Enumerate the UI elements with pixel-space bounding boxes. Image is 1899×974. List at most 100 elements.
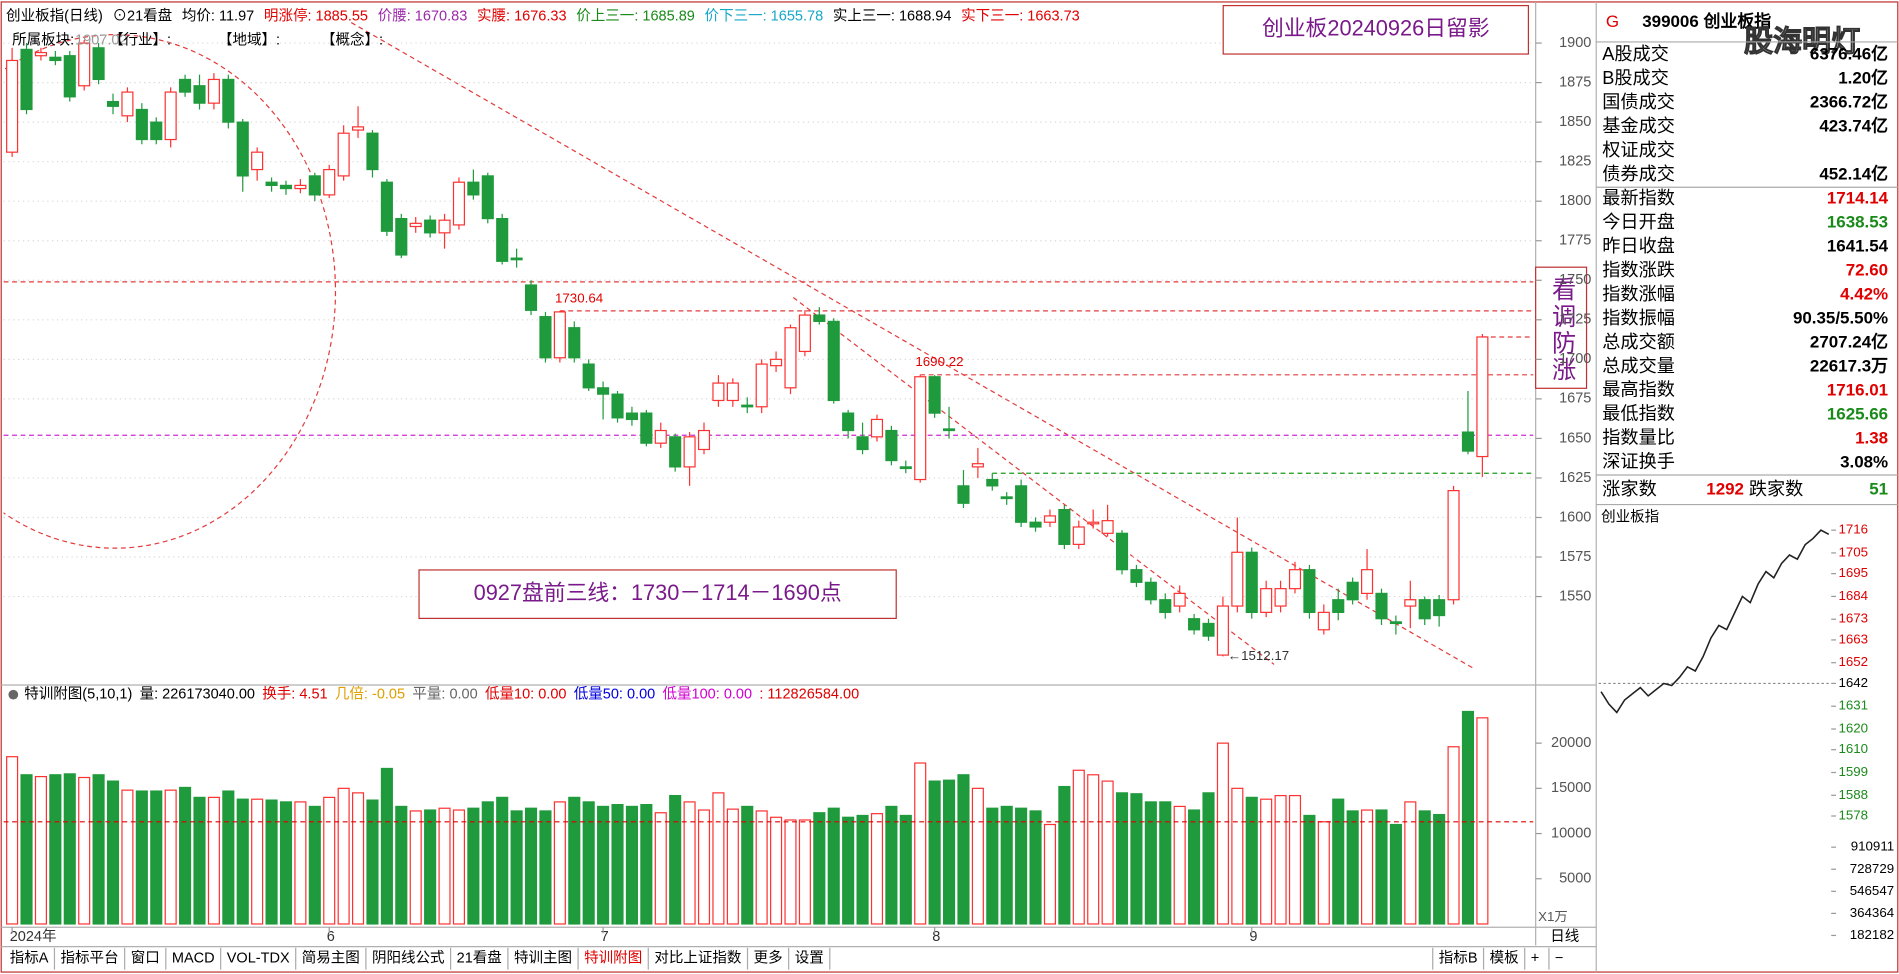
tab[interactable]: MACD — [172, 951, 215, 967]
candle-body — [1260, 588, 1273, 613]
candle-body — [1375, 592, 1388, 620]
side-box — [1535, 266, 1588, 389]
tab[interactable]: 对比上证指数 — [654, 950, 742, 967]
volume-bar — [467, 807, 480, 925]
price-annotation: 1690.22 — [915, 354, 963, 369]
stat-value: 6376.46亿 — [1810, 44, 1888, 64]
header-item: 均价: 11.97 — [182, 7, 254, 24]
volume-bar — [279, 801, 293, 925]
x-tick-label: 7 — [601, 929, 609, 945]
tab[interactable]: 特训附图 — [584, 950, 642, 967]
intraday-tick: 1695 — [1838, 565, 1868, 580]
candle-body — [1000, 496, 1013, 500]
volume-bar — [813, 812, 826, 925]
tab[interactable]: VOL-TDX — [227, 951, 290, 967]
volume-bar — [1202, 792, 1215, 925]
volume-bar — [986, 807, 999, 925]
tab[interactable]: 模板 — [1490, 949, 1520, 967]
volume-bar — [337, 787, 350, 925]
volume-bar — [135, 790, 148, 925]
tab[interactable]: 更多 — [754, 950, 783, 967]
stat-value: 2707.24亿 — [1810, 331, 1888, 351]
y-tick-label: 1625 — [1559, 470, 1591, 486]
candle-body — [1288, 569, 1302, 590]
volume-bar — [770, 816, 783, 925]
stat-value: 1716.01 — [1827, 380, 1888, 399]
candle-body — [510, 257, 523, 261]
tab[interactable]: 简易主图 — [302, 950, 360, 967]
title: 创业板20240926日留影 — [1262, 16, 1490, 41]
volume-bar — [366, 799, 379, 925]
candle-body — [265, 181, 278, 186]
tab[interactable]: 指标B — [1439, 950, 1478, 967]
candle-body — [1015, 485, 1028, 523]
header-item: 价下三一: 1655.78 — [705, 8, 824, 24]
stat-label: 最高指数 — [1602, 380, 1675, 400]
candle-body — [308, 175, 321, 196]
stat-label: 债券成交 — [1602, 164, 1675, 184]
stat-label: 最低指数 — [1602, 404, 1675, 424]
candle-body — [222, 78, 235, 123]
candle-body — [885, 429, 898, 462]
candle-body — [409, 222, 422, 228]
x-tick-label: 9 — [1249, 929, 1257, 945]
intraday-tick: 1684 — [1838, 588, 1868, 603]
volume-bar — [1173, 805, 1186, 925]
volume-bar — [568, 796, 581, 925]
tab[interactable]: + — [1531, 951, 1539, 967]
stat-label: 指数涨幅 — [1602, 284, 1675, 304]
volume-bar — [654, 812, 667, 925]
volume-bar — [164, 789, 177, 925]
intraday-tick: 1578 — [1838, 808, 1868, 823]
intraday-name: 创业板指 — [1601, 508, 1659, 526]
sector-label: 【地域】: — [218, 32, 280, 49]
candle-body — [640, 412, 653, 444]
volume-bar — [1216, 742, 1229, 925]
tab[interactable]: 指标A — [10, 950, 49, 967]
candle-body — [34, 51, 47, 57]
header-item: 价腰: 1670.83 — [378, 8, 468, 24]
code: 399006 创业板指 — [1642, 11, 1771, 31]
trend-line — [792, 296, 1275, 665]
volume-bar — [395, 805, 408, 925]
volume-bar — [755, 810, 768, 925]
volume-header: 换手: 4.51 — [262, 686, 327, 703]
volume-bar — [553, 801, 566, 925]
tab[interactable]: 21看盘 — [457, 949, 502, 967]
candle-body — [539, 316, 552, 359]
tab[interactable]: 指标平台 — [61, 950, 119, 967]
candle-body — [323, 168, 336, 196]
volume-bar — [712, 792, 725, 925]
tab[interactable]: 设置 — [795, 950, 824, 967]
volume-bar — [683, 801, 696, 925]
candle-body — [726, 382, 739, 402]
tab[interactable]: 特训主图 — [514, 950, 572, 967]
stat-value: 1714.14 — [1827, 189, 1889, 208]
y-tick-label: 1850 — [1559, 114, 1591, 130]
volume-bar — [1433, 813, 1446, 925]
intraday-tick: 1652 — [1838, 654, 1868, 669]
tab[interactable]: 阴阳线公式 — [372, 950, 445, 967]
candle-body — [352, 126, 365, 131]
flag: G — [1606, 12, 1619, 31]
candle-body — [1332, 599, 1345, 613]
volume-bar — [957, 774, 970, 925]
breadth-up: 1292 — [1706, 480, 1744, 499]
header-item: 价上三一: 1685.89 — [576, 7, 695, 24]
breadth-label: 跌家数 — [1749, 479, 1803, 499]
intraday-tick: 1663 — [1838, 631, 1868, 646]
volume-bar — [1389, 823, 1402, 925]
intraday-vol-tick: 182182 — [1850, 927, 1894, 942]
stat-label: 深证换手 — [1602, 452, 1675, 472]
volume-bar — [496, 796, 509, 925]
volume-bar — [63, 773, 76, 925]
tab[interactable]: − — [1555, 951, 1563, 967]
tab[interactable]: 窗口 — [131, 949, 160, 967]
volume-bar — [308, 805, 321, 925]
volume-bar — [179, 786, 192, 925]
candle-body — [1433, 599, 1446, 617]
stat-label: B股成交 — [1602, 68, 1669, 88]
candle-body — [1130, 569, 1143, 583]
candle-body — [1476, 336, 1489, 458]
volume-bar — [1447, 746, 1460, 925]
